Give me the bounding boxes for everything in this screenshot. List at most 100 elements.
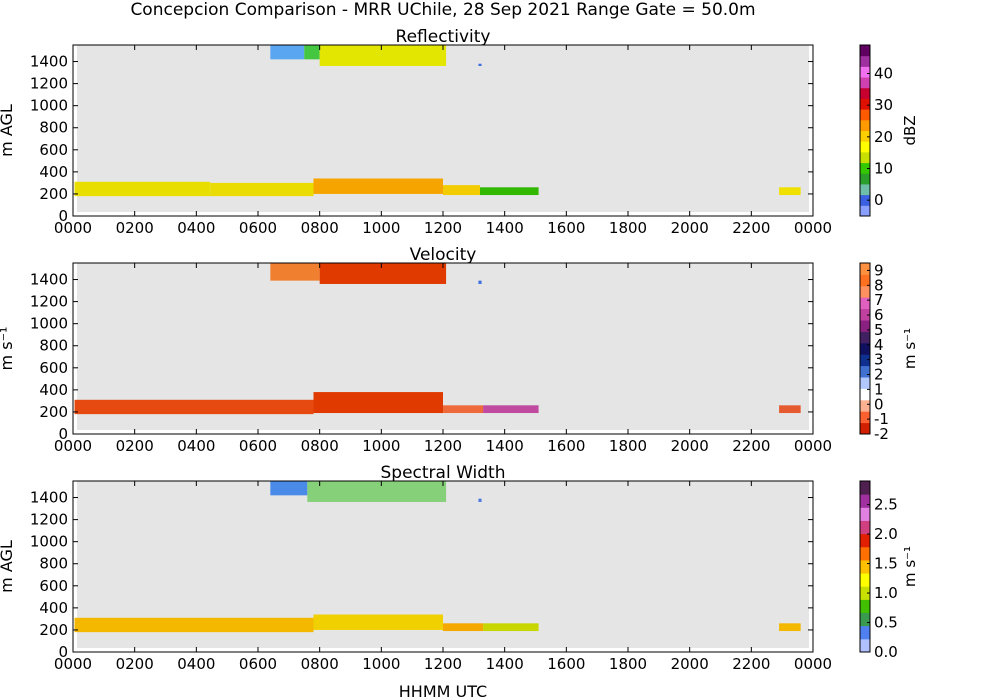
- colorbar-label: m s⁻¹: [901, 328, 919, 369]
- x-tick-label: 1400: [486, 437, 524, 455]
- y-tick-label: 400: [39, 381, 68, 399]
- echo-6: [270, 481, 308, 496]
- colorbar-segment: [860, 66, 870, 78]
- echo-4: [443, 185, 480, 196]
- colorbar-segment: [860, 297, 870, 310]
- colorbar-segment: [860, 377, 870, 389]
- echo-3: [313, 178, 443, 194]
- colorbar-segment: [860, 638, 870, 653]
- x-tick-label: 1200: [424, 655, 462, 673]
- echo-4: [483, 405, 539, 414]
- echo-5: [480, 187, 539, 196]
- colorbar-tick-label: 8: [874, 276, 884, 294]
- colorbar-segment: [860, 388, 870, 401]
- colorbar-segment: [860, 320, 870, 332]
- colorbar: 0 10 20 30 40 dBZ: [859, 44, 919, 217]
- colorbar-segment: [860, 173, 870, 185]
- echo-3: [443, 623, 484, 632]
- echo-7: [307, 481, 447, 502]
- y-tick-label: 1400: [30, 53, 68, 71]
- colorbar-segment: [860, 183, 870, 196]
- x-tick-label: 1000: [362, 437, 400, 455]
- colorbar-segment: [860, 494, 870, 508]
- colorbar-segment: [860, 141, 870, 153]
- colorbar-segment: [860, 342, 870, 355]
- x-tick-label: 1000: [362, 655, 400, 673]
- colorbar-segment: [860, 274, 870, 287]
- y-tick-label: 200: [39, 621, 68, 639]
- y-tick-label: 1400: [30, 271, 68, 289]
- panel-title: Velocity: [410, 245, 477, 265]
- y-tick-label: 0: [58, 425, 68, 443]
- colorbar-label: dBZ: [901, 115, 919, 145]
- y-tick-label: 200: [39, 403, 68, 421]
- y-tick-label: 1000: [30, 315, 68, 333]
- echo-1: [74, 399, 314, 415]
- echo-8: [478, 280, 482, 284]
- y-tick-label: 600: [39, 141, 68, 159]
- colorbar-tick-label: 5: [874, 321, 884, 339]
- colorbar-tick-label: 9: [874, 261, 884, 279]
- colorbar-segment: [860, 399, 870, 412]
- colorbar-tick-label: 0: [874, 395, 884, 413]
- x-tick-label: 0200: [116, 655, 154, 673]
- x-tick-label: 0400: [177, 219, 215, 237]
- x-tick-label: 0600: [239, 219, 277, 237]
- echo-9: [319, 45, 447, 66]
- x-tick-label: 1000: [362, 219, 400, 237]
- colorbar-segment: [860, 559, 870, 574]
- colorbar-segment: [860, 77, 870, 89]
- echo-3: [443, 405, 484, 414]
- colorbar-tick-label: 7: [874, 291, 884, 309]
- x-tick-label: 2200: [732, 437, 770, 455]
- y-tick-label: 1000: [30, 97, 68, 115]
- colorbar-tick-label: -1: [874, 410, 889, 428]
- x-tick-label: 2000: [671, 437, 709, 455]
- x-tick-label: 0200: [116, 219, 154, 237]
- x-tick-label: 0800: [301, 219, 339, 237]
- x-tick-label: 0800: [301, 437, 339, 455]
- y-axis-label: m AGL: [0, 104, 16, 157]
- echo-1: [74, 181, 211, 197]
- x-tick-label: 1400: [486, 655, 524, 673]
- x-tick-label: 0200: [116, 437, 154, 455]
- colorbar-tick-label: 30: [874, 96, 893, 114]
- colorbar-tick-label: 0.5: [874, 614, 898, 632]
- x-tick-label: 0800: [301, 655, 339, 673]
- y-tick-label: 800: [39, 119, 68, 137]
- colorbar-segment: [860, 546, 870, 561]
- echo-7: [270, 45, 305, 60]
- colorbar-tick-label: 1: [874, 380, 884, 398]
- colorbar-segment: [860, 109, 870, 121]
- x-tick-label: 1200: [424, 437, 462, 455]
- colorbar-segment: [860, 331, 870, 344]
- y-tick-label: 1200: [30, 511, 68, 529]
- x-tick-label: 1600: [547, 655, 585, 673]
- echo-1: [74, 617, 314, 633]
- colorbar-segment: [860, 422, 870, 435]
- colorbar-segment: [860, 55, 870, 67]
- colorbar-tick-label: 2.5: [874, 496, 898, 514]
- colorbar-tick-label: 2: [874, 366, 884, 384]
- colorbar-segment: [860, 308, 870, 321]
- colorbar-segment: [860, 612, 870, 627]
- y-tick-label: 1400: [30, 489, 68, 507]
- y-tick-label: 400: [39, 599, 68, 617]
- y-tick-label: 800: [39, 555, 68, 573]
- colorbar-tick-label: 0: [874, 191, 884, 209]
- colorbar-segment: [860, 162, 870, 174]
- colorbar-segment: [860, 354, 870, 367]
- x-tick-label: 0400: [177, 655, 215, 673]
- x-tick-label: 0000: [794, 437, 832, 455]
- y-tick-label: 200: [39, 185, 68, 203]
- y-tick-label: 1200: [30, 293, 68, 311]
- colorbar-segment: [860, 130, 870, 142]
- echo-5: [779, 623, 801, 632]
- colorbar-segment: [860, 573, 870, 587]
- y-tick-label: 400: [39, 163, 68, 181]
- colorbar-segment: [860, 194, 870, 206]
